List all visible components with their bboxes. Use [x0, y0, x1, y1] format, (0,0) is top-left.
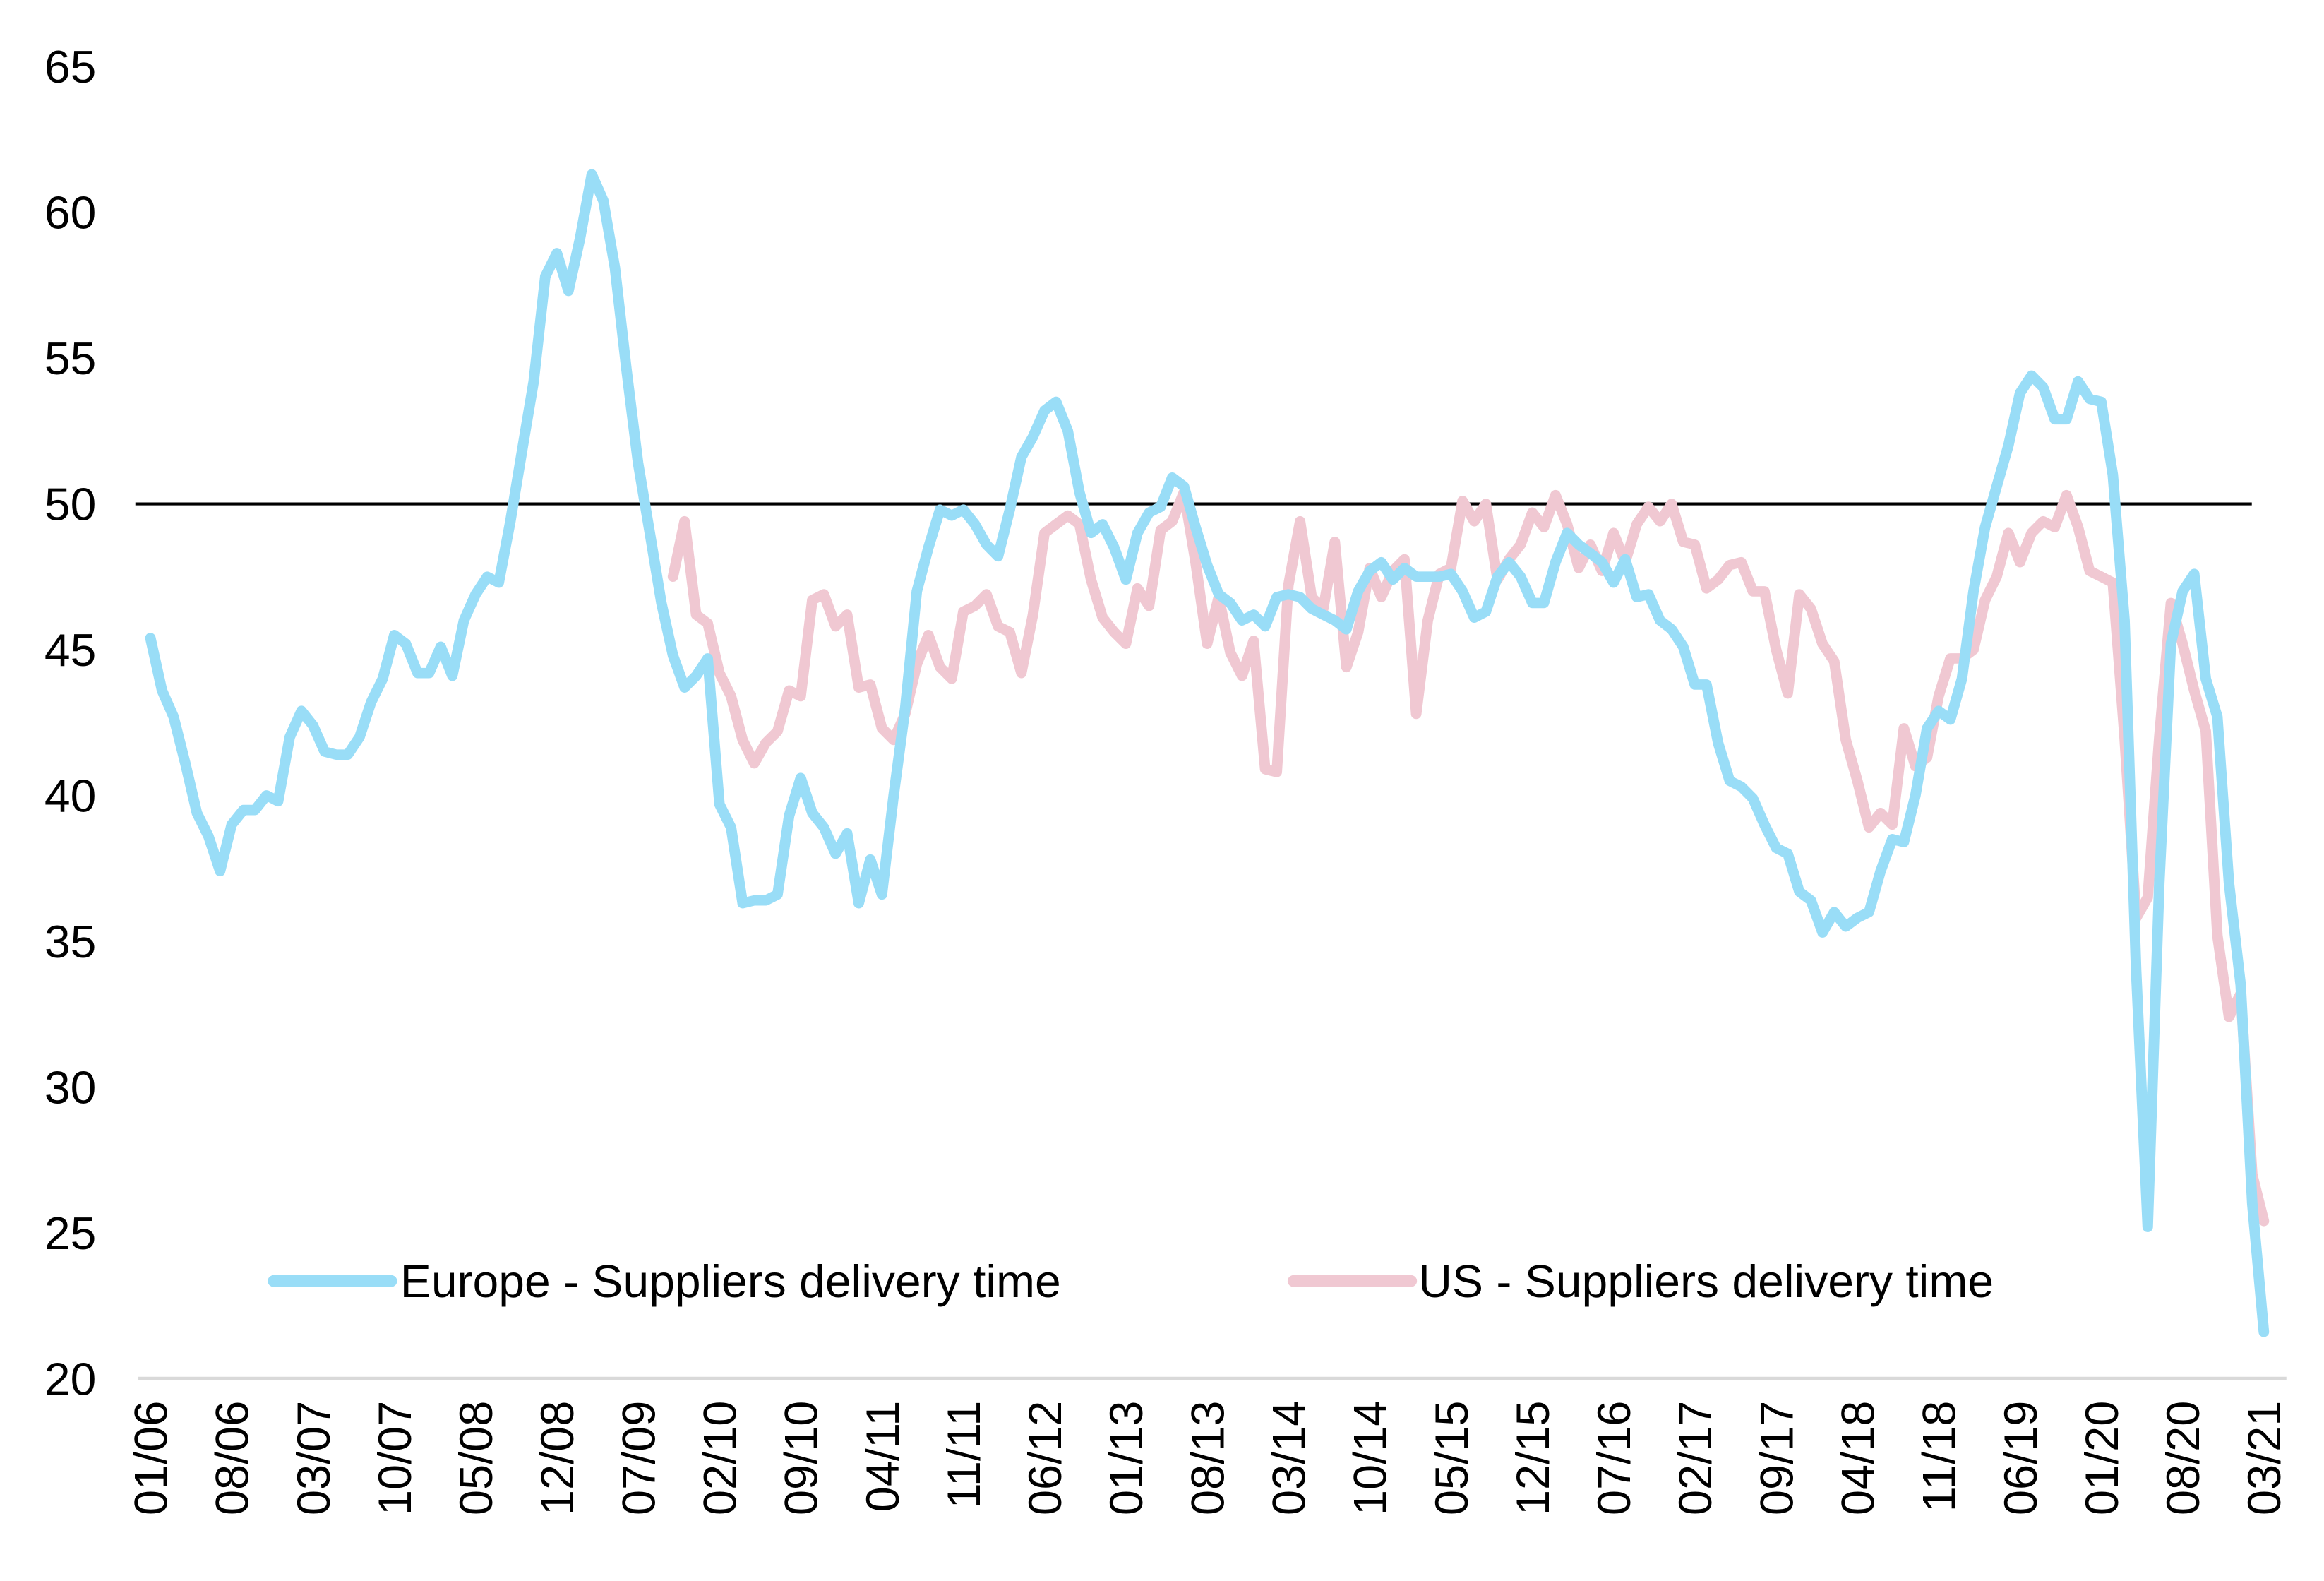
series-line-europe	[145, 169, 2270, 1337]
y-tick-label: 35	[44, 916, 96, 967]
x-tick-label: 07/16	[1588, 1401, 1641, 1515]
y-tick-label: 45	[44, 625, 96, 676]
x-tick-label: 10/14	[1344, 1401, 1396, 1515]
x-tick-label: 04/11	[856, 1401, 909, 1512]
x-tick-label: 04/18	[1832, 1401, 1884, 1515]
x-tick-label: 01/13	[1101, 1401, 1153, 1515]
x-tick-label: 02/10	[694, 1401, 746, 1515]
y-axis: 20 25 30 35 40 45 50 55 60 65	[44, 42, 96, 1404]
x-tick-label: 08/13	[1182, 1401, 1234, 1515]
x-tick-label: 09/10	[775, 1401, 827, 1515]
y-tick-label: 20	[44, 1354, 96, 1404]
x-tick-label: 01/06	[125, 1401, 177, 1515]
legend: Europe - Suppliers delivery time US - Sup…	[268, 1256, 1994, 1307]
y-tick-label: 25	[44, 1207, 96, 1258]
y-tick-label: 30	[44, 1062, 96, 1113]
x-tick-label: 09/17	[1751, 1401, 1803, 1515]
x-tick-label: 08/20	[2157, 1401, 2210, 1515]
x-tick-label: 12/08	[532, 1401, 584, 1515]
x-tick-label: 12/15	[1507, 1401, 1559, 1515]
y-tick-label: 40	[44, 770, 96, 821]
x-tick-label: 07/09	[613, 1401, 665, 1515]
y-tick-label: 50	[44, 479, 96, 530]
x-tick-label: 11/11	[938, 1401, 990, 1509]
x-tick-label: 05/15	[1425, 1401, 1478, 1515]
x-axis: 01/06 08/06 03/07 10/07 05/08 12/08 07/09 02/10…	[125, 502, 2291, 1515]
y-tick-label: 55	[44, 333, 96, 384]
legend-label: US - Suppliers delivery time	[1418, 1256, 1994, 1307]
x-tick-label: 02/17	[1670, 1401, 1722, 1515]
x-tick-label: 10/07	[369, 1401, 421, 1515]
x-tick-label: 03/07	[287, 1401, 340, 1515]
x-tick-label: 01/20	[2076, 1401, 2128, 1515]
legend-label: Europe - Suppliers delivery time	[400, 1256, 1061, 1307]
y-tick-label: 65	[44, 42, 96, 93]
x-tick-label: 06/12	[1019, 1401, 1072, 1515]
y-tick-label: 60	[44, 187, 96, 238]
x-tick-label: 11/18	[1913, 1401, 1965, 1512]
x-tick-label: 03/21	[2239, 1401, 2291, 1515]
legend-item: Europe - Suppliers delivery time	[268, 1256, 1061, 1307]
legend-item: US - Suppliers delivery time	[1287, 1256, 1994, 1307]
x-tick-label: 05/08	[450, 1401, 503, 1515]
x-tick-label: 06/19	[1994, 1401, 2047, 1515]
x-tick-label: 08/06	[206, 1401, 258, 1515]
x-tick-label: 03/14	[1263, 1401, 1315, 1515]
series-group	[145, 169, 2270, 1337]
series-line-us	[667, 487, 2270, 1227]
